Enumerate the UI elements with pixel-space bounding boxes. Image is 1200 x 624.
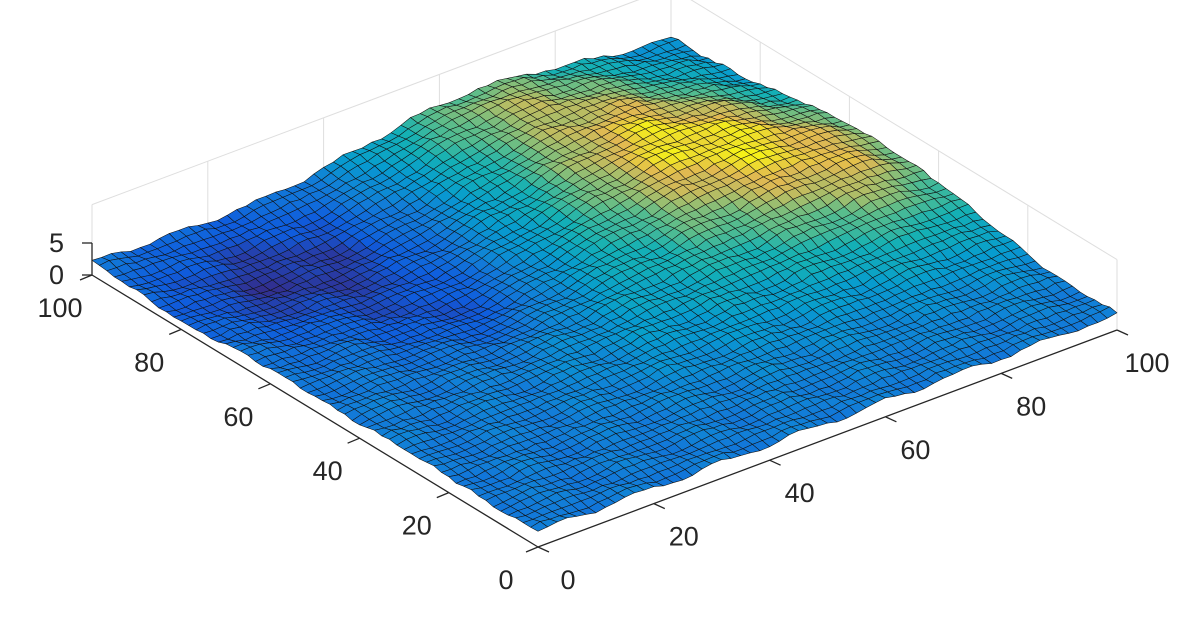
y-tick-mark <box>258 383 271 390</box>
y-tick-label: 20 <box>402 511 432 541</box>
y-tick-mark <box>79 274 93 281</box>
grid-edge <box>690 0 1118 261</box>
x-tick-label: 100 <box>1124 348 1169 378</box>
x-tick-mark <box>769 459 781 466</box>
x-tick-mark <box>885 416 897 423</box>
x-tick-label: 80 <box>1016 391 1046 421</box>
x-tick-mark <box>653 503 666 510</box>
y-tick-label: 40 <box>313 456 343 486</box>
x-tick-label: 0 <box>560 565 575 595</box>
y-tick-mark <box>525 546 539 553</box>
grid-edge <box>91 0 640 206</box>
x-tick-label: 20 <box>669 522 699 552</box>
y-tick-label: 0 <box>498 565 513 595</box>
y-tick-label: 80 <box>134 347 164 377</box>
surface-mesh <box>91 36 1118 532</box>
z-tick-label: 0 <box>49 260 64 290</box>
y-tick-label: 60 <box>223 402 253 432</box>
x-tick-mark <box>1000 372 1013 379</box>
y-tick-mark <box>436 492 450 499</box>
z-tick-label: 5 <box>49 228 64 258</box>
y-tick-mark <box>347 437 360 444</box>
x-tick-label: 60 <box>900 435 930 465</box>
x-tick-label: 40 <box>785 478 815 508</box>
x-tick-mark <box>537 546 550 553</box>
y-tick-mark <box>168 328 182 335</box>
y-tick-label: 100 <box>37 293 82 323</box>
x-tick-mark <box>1116 329 1129 336</box>
